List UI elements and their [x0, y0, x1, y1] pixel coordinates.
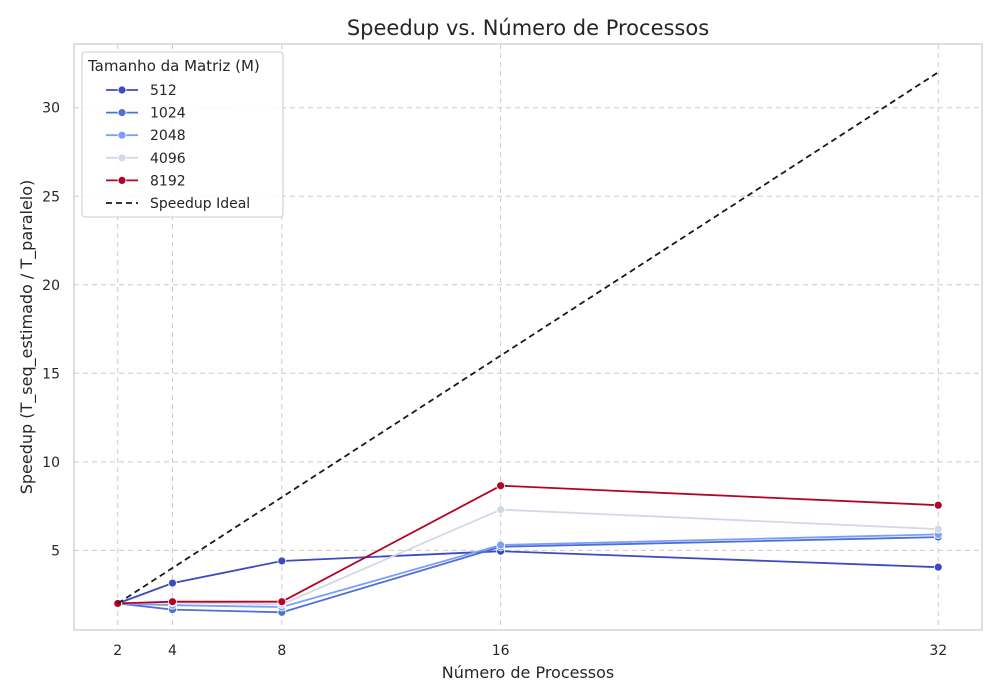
legend-label: Speedup Ideal: [150, 196, 250, 212]
data-point: [277, 597, 287, 607]
legend-marker: [117, 130, 127, 140]
legend-title: Tamanho da Matriz (M): [87, 57, 260, 75]
x-tick-label: 4: [168, 643, 177, 659]
y-tick-label: 10: [42, 455, 60, 471]
data-point: [496, 481, 506, 491]
legend-label: 4096: [150, 151, 186, 167]
x-tick-label: 8: [277, 643, 286, 659]
legend-label: 8192: [150, 173, 186, 189]
legend-label: 512: [150, 83, 177, 99]
plot-frame: [73, 43, 983, 631]
data-point: [933, 500, 943, 510]
x-tick-label: 16: [492, 643, 510, 659]
data-point: [496, 505, 506, 515]
legend-marker: [117, 153, 127, 163]
tick-layer: 2 4 8 16 32 5 10 15 20 25 30: [42, 101, 947, 659]
legend-marker: [117, 108, 127, 117]
y-tick-label: 15: [42, 366, 60, 382]
y-axis-title: Speedup (T_seq_estimado / T_paralelo): [17, 180, 37, 495]
data-point: [933, 562, 943, 572]
legend: Tamanho da Matriz (M) 512 1024 2048 4096 819…: [81, 51, 284, 218]
data-point: [933, 524, 943, 534]
y-tick-label: 30: [42, 101, 60, 117]
data-point: [168, 597, 177, 607]
x-tick-label: 2: [113, 643, 122, 659]
legend-marker: [117, 85, 127, 95]
data-point: [168, 578, 177, 588]
data-point: [496, 540, 506, 550]
series-line: [117, 71, 939, 605]
legend-label: 2048: [150, 128, 186, 144]
legend-label: 1024: [150, 106, 186, 122]
x-axis-title: Número de Processos: [442, 663, 615, 682]
y-tick-label: 25: [42, 189, 60, 205]
y-tick-label: 20: [42, 278, 60, 294]
series-layer: [113, 71, 943, 617]
x-tick-label: 32: [929, 643, 947, 659]
chart-title: Speedup vs. Número de Processos: [347, 16, 709, 40]
legend-marker: [117, 175, 127, 185]
y-tick-label: 5: [51, 543, 60, 559]
data-point: [277, 556, 287, 566]
legend-box: [81, 51, 284, 218]
